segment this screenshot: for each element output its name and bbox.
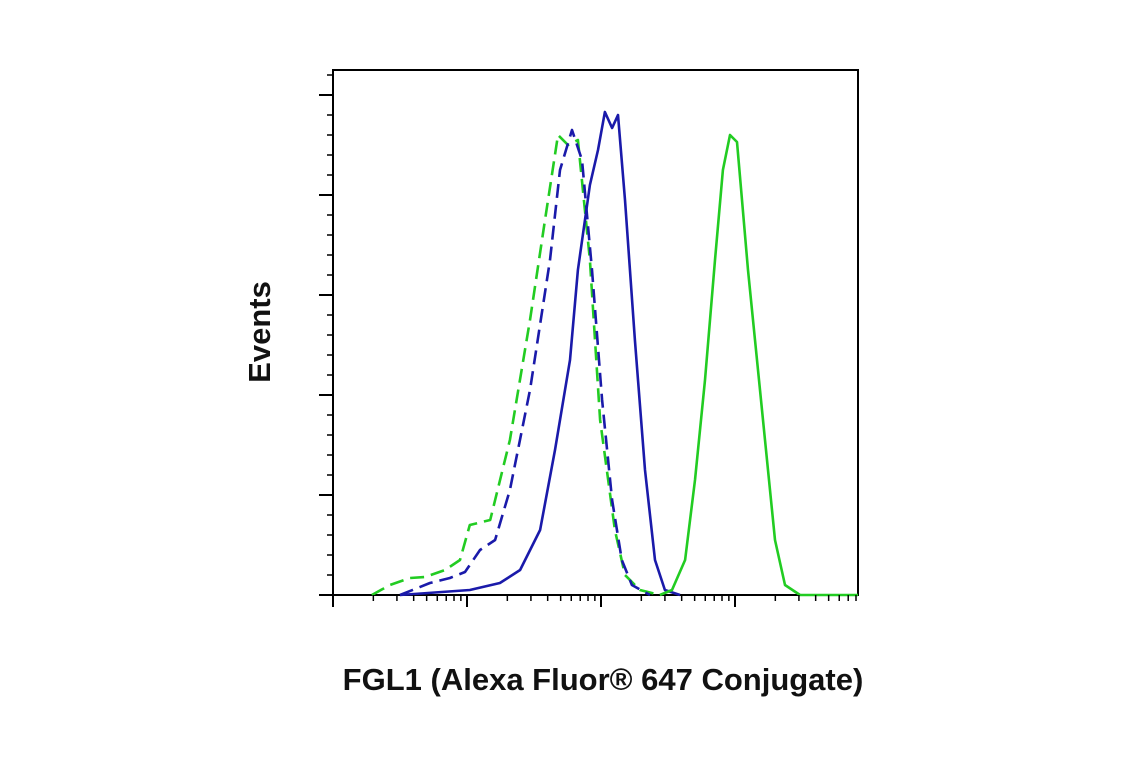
histogram-line [399, 128, 651, 597]
histogram-line [659, 133, 858, 597]
y-axis-label: Events [242, 281, 277, 383]
x-axis-label: FGL1 (Alexa Fluor® 647 Conjugate) [343, 662, 864, 697]
histogram-line [371, 133, 661, 597]
histogram-line [399, 110, 681, 597]
